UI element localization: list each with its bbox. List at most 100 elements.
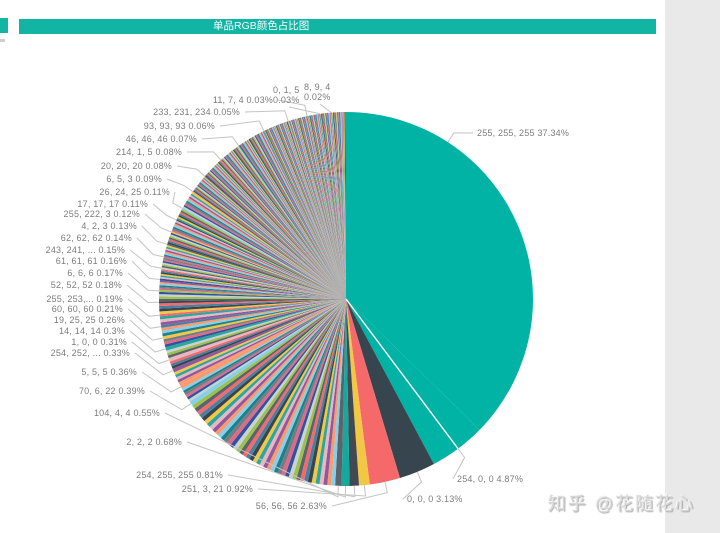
pie-slice-small[interactable]: [280, 123, 346, 299]
pie-slice-small[interactable]: [219, 160, 346, 299]
pie-slice-small[interactable]: [283, 122, 346, 299]
pie-slice-small[interactable]: [160, 299, 346, 323]
pie-slice[interactable]: [160, 299, 346, 328]
pie-slice-small[interactable]: [174, 222, 346, 299]
pie-slice-small[interactable]: [330, 112, 346, 299]
pie-slice-small[interactable]: [170, 234, 346, 299]
pie-slice-small[interactable]: [181, 299, 346, 391]
pie-slice-small[interactable]: [214, 165, 346, 299]
pie-slice-small[interactable]: [167, 240, 346, 299]
pie-slice-small[interactable]: [268, 128, 346, 299]
pie-slice-small[interactable]: [266, 129, 346, 299]
pie-slice[interactable]: [331, 112, 346, 299]
pie-slice-small[interactable]: [245, 299, 346, 460]
pie-slice-small[interactable]: [163, 254, 346, 299]
pie-slice-small[interactable]: [233, 299, 346, 451]
pie-slice[interactable]: [166, 243, 346, 299]
pie-slice-small[interactable]: [223, 156, 346, 299]
pie-slice-small[interactable]: [320, 113, 346, 299]
pie-slice-small[interactable]: [159, 286, 346, 299]
pie-slice-small[interactable]: [250, 137, 346, 299]
pie-slice[interactable]: [176, 219, 346, 299]
pie-slice-small[interactable]: [316, 114, 346, 299]
pie-slice-small[interactable]: [296, 299, 346, 481]
pie-slice-small[interactable]: [162, 259, 346, 299]
pie-slice-small[interactable]: [319, 113, 346, 299]
pie-slice-small[interactable]: [260, 132, 346, 299]
pie-slice-small[interactable]: [309, 115, 346, 300]
pie-slice-small[interactable]: [244, 141, 346, 299]
pie-slice-small[interactable]: [323, 299, 346, 486]
pie-slice-small[interactable]: [173, 225, 346, 299]
pie-slice-small[interactable]: [171, 229, 346, 299]
pie-slice-small[interactable]: [263, 299, 346, 469]
pie-slice[interactable]: [171, 231, 346, 299]
pie-slice-small[interactable]: [168, 238, 346, 299]
pie-slice-small[interactable]: [236, 299, 346, 453]
pie-slice-small[interactable]: [267, 128, 346, 299]
pie-slice-small[interactable]: [189, 194, 346, 299]
pie-slice-small[interactable]: [279, 124, 346, 300]
pie-slice[interactable]: [306, 116, 346, 299]
pie-slice[interactable]: [346, 299, 480, 465]
pie-slice-small[interactable]: [284, 122, 346, 299]
pie-slice-small[interactable]: [256, 134, 346, 299]
pie-slice-small[interactable]: [212, 299, 346, 433]
pie-slice-small[interactable]: [269, 128, 346, 299]
pie-slice-small[interactable]: [239, 299, 346, 455]
pie-slice-small[interactable]: [344, 112, 346, 299]
pie-slice-small[interactable]: [160, 275, 346, 299]
pie-slice-small[interactable]: [333, 112, 346, 299]
pie-slice-small[interactable]: [275, 125, 346, 299]
pie-slice-small[interactable]: [165, 249, 346, 299]
pie-slice-small[interactable]: [249, 299, 346, 462]
pie-slice-small[interactable]: [326, 112, 346, 300]
pie-slice-small[interactable]: [162, 262, 346, 299]
pie-slice-small[interactable]: [307, 115, 346, 299]
pie-slice[interactable]: [165, 299, 346, 351]
pie-slice[interactable]: [346, 299, 370, 486]
pie-slice-small[interactable]: [295, 118, 346, 299]
pie-slice-small[interactable]: [237, 146, 346, 299]
pie-slice-small[interactable]: [226, 154, 346, 299]
pie-slice-small[interactable]: [201, 299, 346, 422]
pie-slice[interactable]: [346, 299, 360, 486]
pie-slice-small[interactable]: [312, 114, 346, 300]
pie-slice-small[interactable]: [343, 112, 346, 299]
pie-slice-small[interactable]: [320, 113, 346, 299]
pie-slice-small[interactable]: [235, 147, 346, 299]
pie-slice-small[interactable]: [274, 125, 346, 300]
pie-slice-small[interactable]: [225, 155, 346, 299]
pie-slice-small[interactable]: [331, 299, 346, 486]
pie-slice-small[interactable]: [262, 131, 346, 299]
pie-slice-small[interactable]: [224, 155, 346, 299]
pie-slice-small[interactable]: [167, 299, 346, 359]
pie-slice-small[interactable]: [215, 299, 346, 436]
pie-slice-small[interactable]: [228, 152, 346, 299]
pie-slice-small[interactable]: [217, 161, 346, 299]
pie-slice-small[interactable]: [317, 114, 346, 299]
pie-slice-small[interactable]: [307, 115, 346, 299]
pie-slice-small[interactable]: [159, 294, 346, 299]
pie-slice-small[interactable]: [324, 113, 346, 300]
pie-slice-small[interactable]: [256, 299, 346, 465]
pie-slice-small[interactable]: [184, 299, 346, 396]
pie-slice-small[interactable]: [179, 213, 346, 299]
pie-slice-small[interactable]: [327, 299, 346, 486]
pie-slice-small[interactable]: [270, 127, 346, 299]
pie-slice-small[interactable]: [286, 121, 346, 299]
pie-slice-small[interactable]: [198, 182, 346, 299]
pie-slice-small[interactable]: [326, 112, 346, 299]
pie-slice-small[interactable]: [165, 248, 346, 299]
pie-slice-small[interactable]: [172, 226, 346, 299]
pie-slice-small[interactable]: [323, 113, 346, 299]
pie-slice[interactable]: [335, 299, 346, 486]
pie-slice-small[interactable]: [177, 299, 346, 383]
pie-slice-small[interactable]: [220, 299, 346, 441]
pie-slice-small[interactable]: [268, 128, 346, 299]
pie-slice-small[interactable]: [213, 165, 346, 299]
pie-slice-small[interactable]: [221, 158, 346, 299]
pie-slice-small[interactable]: [159, 291, 346, 299]
pie-slice-small[interactable]: [241, 143, 346, 299]
pie-slice-small[interactable]: [205, 174, 346, 299]
